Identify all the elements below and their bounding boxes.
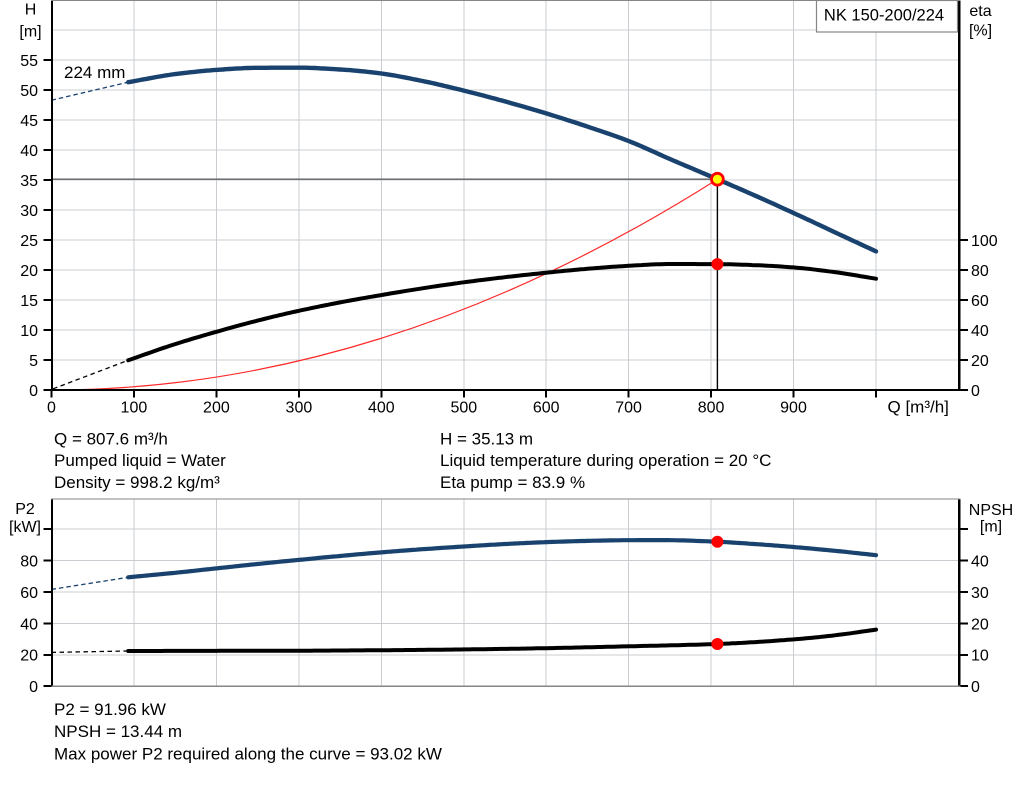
svg-text:20: 20 (971, 353, 989, 370)
svg-text:[%]: [%] (969, 23, 992, 40)
svg-text:0: 0 (971, 383, 980, 400)
svg-text:100: 100 (971, 233, 998, 250)
svg-text:Liquid temperature during oper: Liquid temperature during operation = 20… (440, 451, 771, 470)
svg-text:55: 55 (20, 53, 38, 70)
svg-text:300: 300 (286, 400, 313, 417)
svg-text:600: 600 (533, 400, 560, 417)
svg-text:15: 15 (20, 293, 38, 310)
svg-text:45: 45 (20, 113, 38, 130)
svg-text:40: 40 (20, 616, 38, 633)
svg-text:0: 0 (47, 400, 56, 417)
svg-text:900: 900 (780, 400, 807, 417)
svg-text:H: H (25, 2, 37, 19)
svg-text:200: 200 (203, 400, 230, 417)
svg-text:400: 400 (368, 400, 395, 417)
svg-text:0: 0 (971, 679, 980, 696)
svg-text:20: 20 (20, 263, 38, 280)
svg-text:P2 = 91.96 kW: P2 = 91.96 kW (54, 700, 166, 719)
svg-text:10: 10 (20, 323, 38, 340)
svg-text:P2: P2 (15, 501, 35, 518)
svg-text:5: 5 (29, 353, 38, 370)
svg-text:40: 40 (20, 143, 38, 160)
svg-text:[kW]: [kW] (9, 519, 41, 536)
svg-text:40: 40 (971, 553, 989, 570)
svg-text:Q [m³/h]: Q [m³/h] (888, 398, 949, 417)
svg-text:NK 150-200/224: NK 150-200/224 (824, 7, 944, 25)
svg-text:Density = 998.2 kg/m³: Density = 998.2 kg/m³ (54, 473, 220, 492)
svg-text:20: 20 (971, 616, 989, 633)
svg-text:30: 30 (20, 203, 38, 220)
svg-text:[m]: [m] (19, 23, 41, 40)
svg-text:50: 50 (20, 83, 38, 100)
svg-text:NPSH = 13.44 m: NPSH = 13.44 m (54, 722, 182, 741)
svg-text:80: 80 (20, 553, 38, 570)
svg-text:Q = 807.6 m³/h: Q = 807.6 m³/h (54, 429, 168, 448)
svg-text:700: 700 (615, 400, 642, 417)
svg-text:40: 40 (971, 323, 989, 340)
svg-text:30: 30 (971, 585, 989, 602)
svg-text:60: 60 (971, 293, 989, 310)
svg-text:Eta pump = 83.9 %: Eta pump = 83.9 % (440, 473, 585, 492)
svg-text:Max power P2 required along th: Max power P2 required along the curve = … (54, 745, 442, 764)
svg-text:0: 0 (29, 679, 38, 696)
svg-text:eta: eta (969, 3, 991, 20)
svg-text:H = 35.13 m: H = 35.13 m (440, 429, 533, 448)
svg-text:80: 80 (971, 263, 989, 280)
svg-text:800: 800 (698, 400, 725, 417)
svg-text:224 mm: 224 mm (64, 63, 125, 82)
svg-text:25: 25 (20, 233, 38, 250)
svg-text:[m]: [m] (980, 519, 1002, 536)
svg-text:500: 500 (450, 400, 477, 417)
svg-text:Pumped liquid = Water: Pumped liquid = Water (54, 451, 226, 470)
svg-text:20: 20 (20, 648, 38, 665)
svg-text:10: 10 (971, 648, 989, 665)
svg-text:NPSH: NPSH (969, 502, 1013, 519)
svg-text:0: 0 (29, 383, 38, 400)
svg-text:100: 100 (121, 400, 148, 417)
svg-text:35: 35 (20, 173, 38, 190)
svg-text:60: 60 (20, 585, 38, 602)
